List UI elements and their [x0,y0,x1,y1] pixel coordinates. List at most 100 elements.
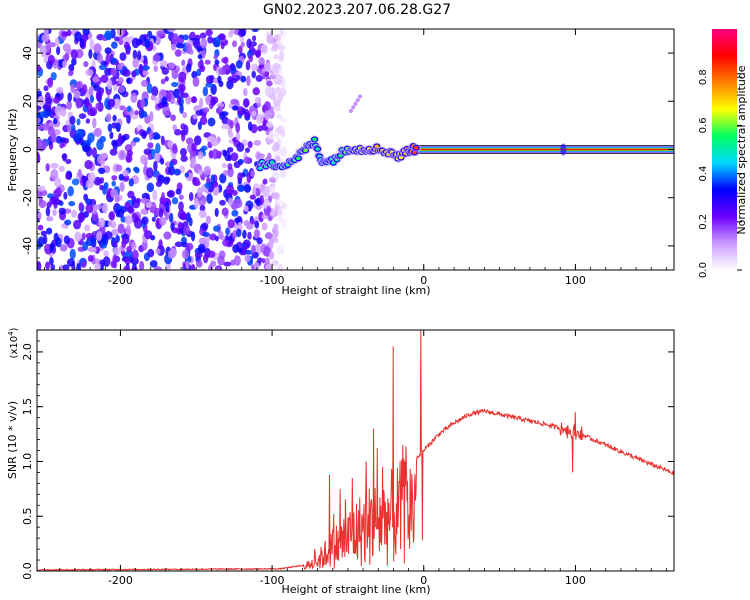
noise-blob [255,113,264,125]
noise-blob [82,145,90,153]
noise-blob [37,111,47,118]
noise-blob [40,230,47,236]
noise-blob [98,64,107,71]
noise-blob [49,257,54,266]
noise-blob [55,135,63,144]
snr-ylabel: SNR (10 * v/v) [6,401,19,479]
noise-blob [194,252,203,259]
track-core [315,147,320,151]
noise-blob [62,60,67,68]
noise-blob [236,142,245,152]
noise-blob [73,89,81,99]
noise-blob [37,224,44,231]
noise-blob [173,168,181,176]
noise-blob [99,177,105,184]
noise-blob [66,100,72,111]
spectrogram-ytick-label: -20 [21,189,34,207]
noise-blob [254,187,261,197]
noise-blob [117,149,127,161]
noise-blob [167,29,176,33]
noise-blob [271,259,279,267]
noise-blob [117,223,125,234]
noise-blob [147,30,153,38]
noise-blob [112,254,117,264]
noise-blob [205,82,213,88]
noise-blob [119,52,127,61]
noise-blob [193,37,200,49]
noise-blob [165,262,171,270]
noise-blob [76,118,81,126]
noise-blob [131,266,138,270]
noise-blob [223,56,229,65]
noise-blob [255,49,261,59]
noise-blob [166,190,174,198]
noise-blob [46,201,52,209]
noise-blob [221,65,226,75]
noise-blob [114,98,121,108]
noise-blob [264,109,270,121]
colorbar: 0.0 0.2 0.4 0.6 0.8 Normalized spectral ampl… [698,29,748,278]
noise-blob [91,147,98,159]
noise-blob [170,43,177,51]
noise-blob [147,248,155,258]
noise-blob [265,121,273,128]
noise-blob [244,254,251,263]
noise-blob [112,114,117,122]
noise-blob [273,132,280,138]
noise-blob [93,176,102,186]
noise-blob [197,54,203,60]
noise-blob [69,115,76,125]
noise-blob [78,113,87,119]
noise-blob [110,188,118,199]
noise-blob [81,232,86,241]
noise-blob [176,37,185,44]
noise-blob [210,174,215,185]
noise-blob [145,202,152,209]
noise-blob [122,69,131,77]
noise-blob [250,63,258,72]
noise-blob [158,208,164,218]
noise-blob [240,41,245,48]
colorbar-label: Normalized spectral amplitude [735,65,748,234]
noise-blob [179,85,184,97]
noise-blob [268,130,274,140]
noise-blob [95,204,103,210]
noise-blob [107,98,116,108]
noise-blob [272,192,281,200]
noise-blob [234,198,243,209]
noise-blob [122,169,129,177]
snr-scale-note: (x104) [7,327,20,358]
noise-blob [202,111,207,119]
spectrogram-ytick-label: 0 [21,146,34,153]
noise-blob [220,41,225,50]
noise-blob [252,35,257,42]
noise-blob [260,44,269,55]
noise-blob [64,219,72,226]
noise-blob [235,122,241,134]
noise-blob [225,184,235,195]
noise-blob [39,45,48,55]
noise-blob [131,70,137,78]
noise-blob [75,97,82,109]
noise-blob [167,249,176,259]
noise-blob [191,142,197,152]
noise-blob [264,70,270,78]
noise-blob [76,263,81,270]
noise-blob [114,196,120,203]
noise-blob [67,92,73,102]
steady-line-blob [560,143,567,156]
noise-blob [104,230,113,240]
noise-blob [252,186,257,198]
noise-blob [270,94,277,101]
noise-blob [118,36,124,46]
noise-blob [280,220,287,230]
noise-blob [173,88,180,99]
noise-blob [91,247,97,253]
noise-blob [37,105,42,111]
noise-blob [276,44,286,51]
noise-blob [126,77,131,84]
noise-blob [188,217,193,227]
noise-blob [230,98,239,105]
noise-blob [223,261,232,267]
noise-blob [50,264,56,270]
